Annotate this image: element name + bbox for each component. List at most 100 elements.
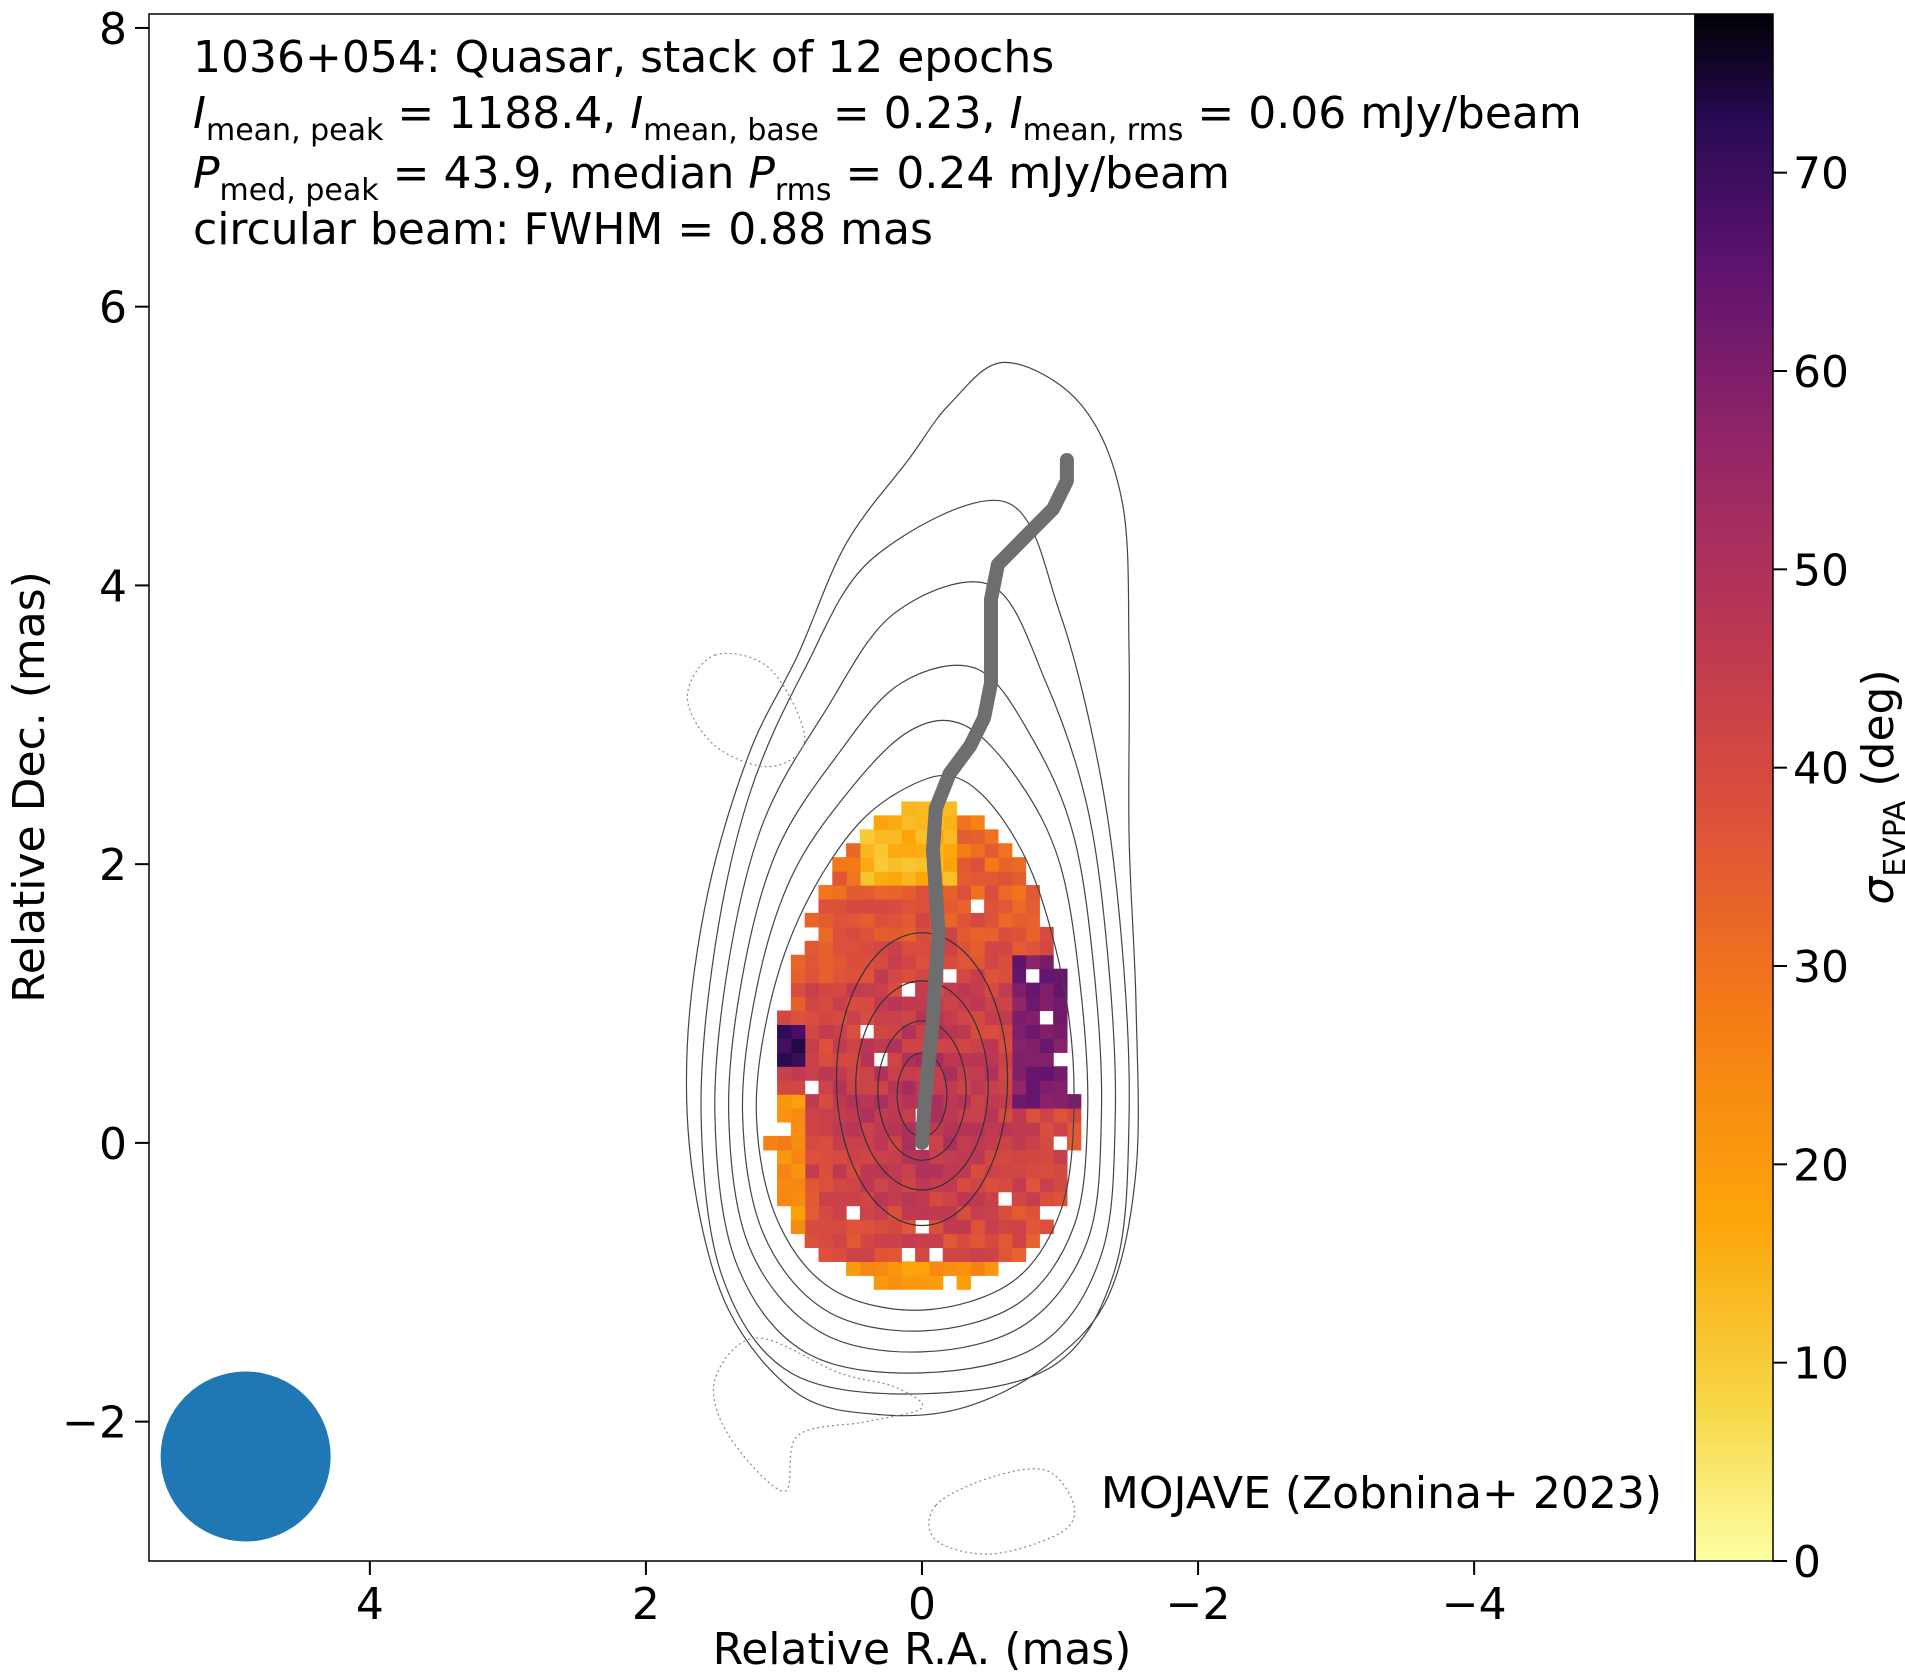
map-pixel	[887, 1149, 902, 1165]
map-pixel	[984, 926, 999, 942]
map-pixel	[1039, 996, 1054, 1012]
map-pixel	[873, 1275, 889, 1290]
map-pixel	[997, 1121, 1013, 1137]
y-tick-label: 2	[99, 840, 127, 891]
map-pixel	[915, 885, 930, 900]
map-pixel	[777, 1177, 792, 1193]
map-pixel	[832, 954, 847, 970]
map-pixel	[887, 1261, 902, 1276]
map-pixel	[790, 1038, 806, 1053]
map-pixel	[1053, 1038, 1068, 1053]
map-pixel	[846, 968, 861, 984]
map-pixel	[956, 926, 971, 942]
map-pixel	[942, 1149, 958, 1165]
map-pixel	[1025, 1163, 1040, 1179]
map-pixel	[777, 1052, 792, 1067]
map-pixel	[1011, 1080, 1027, 1095]
map-pixel	[832, 1038, 847, 1053]
map-pixel	[873, 954, 889, 970]
map-pixel	[956, 1233, 971, 1249]
map-pixel	[942, 1219, 958, 1235]
map-pixel	[873, 1205, 889, 1221]
map-pixel	[832, 1052, 847, 1067]
map-pixel	[1066, 1121, 1082, 1137]
map-pixel	[1053, 1191, 1068, 1207]
map-pixel	[984, 1108, 999, 1123]
map-pixel	[956, 1247, 971, 1262]
map-pixel	[887, 1177, 902, 1193]
map-pixel	[859, 926, 875, 942]
map-pixel	[984, 1247, 999, 1262]
map-pixel	[1011, 1038, 1027, 1053]
map-pixel	[1053, 1010, 1068, 1026]
map-pixel	[873, 968, 889, 984]
map-pixel	[873, 1010, 889, 1026]
map-pixel	[1011, 857, 1027, 872]
map-pixel	[873, 1080, 889, 1095]
map-pixel	[846, 940, 861, 956]
map-pixel	[970, 1191, 985, 1207]
map-pixel	[997, 1177, 1013, 1193]
map-pixel	[956, 885, 971, 900]
map-pixel	[942, 1094, 958, 1109]
map-pixel	[832, 1205, 847, 1221]
map-pixel	[846, 1024, 861, 1039]
map-pixel	[846, 1094, 861, 1109]
map-pixel	[997, 857, 1013, 872]
map-pixel	[818, 1066, 833, 1081]
map-pixel	[887, 1233, 902, 1249]
map-pixel	[1025, 1024, 1040, 1039]
map-pixel	[1039, 1108, 1054, 1123]
map-pixel	[956, 1038, 971, 1053]
map-pixel	[1025, 1066, 1040, 1081]
map-pixel	[970, 954, 985, 970]
map-pixel	[804, 1010, 820, 1026]
map-pixel	[859, 1205, 875, 1221]
map-pixel	[804, 1205, 820, 1221]
map-pixel	[1025, 1219, 1040, 1235]
map-pixel	[997, 996, 1013, 1012]
map-pixel	[901, 829, 916, 844]
map-pixel	[942, 885, 958, 900]
map-pixel	[970, 926, 985, 942]
map-pixel	[997, 954, 1013, 970]
map-pixel	[790, 1010, 806, 1026]
plot-area	[148, 13, 1696, 1562]
map-pixel	[942, 1177, 958, 1193]
map-pixel	[956, 982, 971, 998]
map-pixel	[832, 1066, 847, 1081]
map-pixel	[777, 1066, 792, 1081]
map-pixel	[1025, 1080, 1040, 1095]
map-pixel	[915, 1261, 930, 1276]
map-pixel	[818, 1052, 833, 1067]
map-pixel	[1039, 1191, 1054, 1207]
map-pixel	[970, 1094, 985, 1109]
map-pixel	[790, 1066, 806, 1081]
map-pixel	[901, 871, 916, 886]
map-pixel	[804, 996, 820, 1012]
map-pixel	[846, 982, 861, 998]
map-pixel	[997, 1233, 1013, 1249]
map-pixel	[942, 1205, 958, 1221]
map-pixel	[873, 1066, 889, 1081]
map-pixel	[1011, 1066, 1027, 1081]
colorbar-tick-label: 20	[1793, 1140, 1849, 1191]
map-pixel	[970, 1247, 985, 1262]
credit-text: MOJAVE (Zobnina+ 2023)	[1101, 1468, 1662, 1519]
y-axis: −2 0 2 4 6 8	[62, 4, 149, 1449]
map-pixel	[956, 1191, 971, 1207]
map-pixel	[1053, 1080, 1068, 1095]
map-pixel	[942, 801, 958, 816]
map-pixel	[984, 940, 999, 956]
map-pixel	[790, 1108, 806, 1123]
map-pixel	[790, 968, 806, 984]
map-pixel	[984, 1163, 999, 1179]
map-pixel	[804, 1135, 820, 1151]
map-pixel	[846, 1108, 861, 1123]
map-pixel	[818, 926, 833, 942]
map-pixel	[942, 1010, 958, 1026]
map-pixel	[832, 885, 847, 900]
map-pixel	[818, 954, 833, 970]
map-pixel	[1011, 954, 1027, 970]
map-pixel	[859, 1094, 875, 1109]
